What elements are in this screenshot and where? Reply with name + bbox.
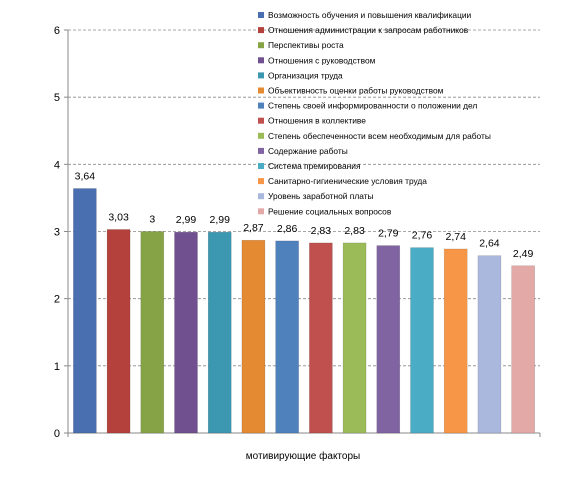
legend: Возможность обучения и повышения квалифи… [258, 10, 491, 216]
legend-swatch [258, 42, 264, 49]
bar-value-label: 3,03 [108, 211, 129, 223]
x-axis-title: мотивирующие факторы [246, 450, 360, 462]
bar-value-label: 2,76 [412, 230, 433, 242]
legend-swatch [258, 57, 264, 64]
legend-swatch [258, 178, 264, 185]
bar-value-label: 2,83 [311, 225, 332, 237]
legend-entry-label: Санитарно-гигиенические условия труда [268, 176, 427, 186]
y-tick-label: 6 [54, 25, 60, 37]
y-tick-label: 3 [54, 227, 60, 239]
bar-value-label: 3,64 [75, 171, 96, 183]
bar [410, 247, 434, 434]
bar-value-label: 2,49 [513, 248, 534, 260]
bar-value-label: 2,79 [378, 228, 399, 240]
y-tick-label: 5 [54, 92, 60, 104]
y-tick-label: 4 [54, 159, 60, 171]
legend-swatch [258, 102, 264, 109]
bar-value-label: 3 [149, 214, 155, 226]
bar [140, 231, 165, 434]
bar-value-label: 2,86 [277, 223, 298, 235]
legend-swatch [258, 163, 264, 169]
bar [207, 231, 232, 434]
legend-entry-label: Отношения администрации к запросам работ… [268, 25, 469, 35]
legend-swatch [258, 72, 264, 79]
bar [443, 248, 468, 434]
bar [275, 240, 299, 434]
bar [376, 245, 401, 434]
legend-swatch [258, 208, 264, 215]
bar [511, 265, 535, 434]
y-tick-label: 0 [54, 428, 60, 440]
y-tick-label: 2 [54, 294, 60, 306]
bar [241, 239, 266, 434]
bar-value-label: 2,99 [209, 214, 230, 226]
bar [106, 229, 131, 434]
legend-entry-label: Возможность обучения и повышения квалифи… [268, 10, 472, 20]
bar-value-label: 2,74 [445, 231, 466, 243]
legend-entry-label: Объективность оценки работы руководством [268, 86, 444, 96]
bar-value-label: 2,64 [479, 238, 500, 250]
bar-value-label: 2,87 [243, 222, 264, 234]
legend-swatch [258, 87, 264, 94]
legend-entry-label: Организация труда [268, 70, 343, 80]
data-labels: 3,64 3,03 3 2,99 2,99 2,87 2,86 2,83 2,83 2,79 2,7… [75, 171, 534, 260]
gridlines [68, 29, 540, 367]
legend-entry-label: Система премирования [268, 161, 361, 171]
legend-swatch [258, 27, 264, 34]
legend-entry-label: Степень обеспеченности всем необходимым … [268, 131, 491, 141]
legend-swatch [258, 193, 264, 200]
legend-entry-label: Содержание работы [268, 146, 348, 156]
bar [342, 242, 367, 434]
legend-entry-label: Отношения в коллективе [268, 116, 366, 126]
bar-value-label: 2,83 [344, 225, 365, 237]
legend-entry-label: Решение социальных вопросов [268, 206, 392, 216]
bar [174, 231, 198, 434]
legend-entry-label: Степень своей информированности о положе… [268, 101, 477, 111]
y-tick-label: 1 [54, 361, 60, 373]
bar [73, 188, 97, 434]
legend-swatch [258, 12, 264, 18]
legend-entry-label: Отношения с руководством [268, 55, 376, 65]
bar-value-label: 2,99 [176, 214, 197, 226]
legend-entry-label: Уровень заработной платы [268, 191, 374, 201]
bars [73, 188, 535, 434]
legend-swatch [258, 117, 264, 124]
legend-entry-label: Перспективы роста [268, 40, 344, 50]
bar [477, 255, 502, 434]
legend-swatch [258, 132, 264, 139]
bar [309, 242, 333, 434]
legend-swatch [258, 147, 264, 154]
